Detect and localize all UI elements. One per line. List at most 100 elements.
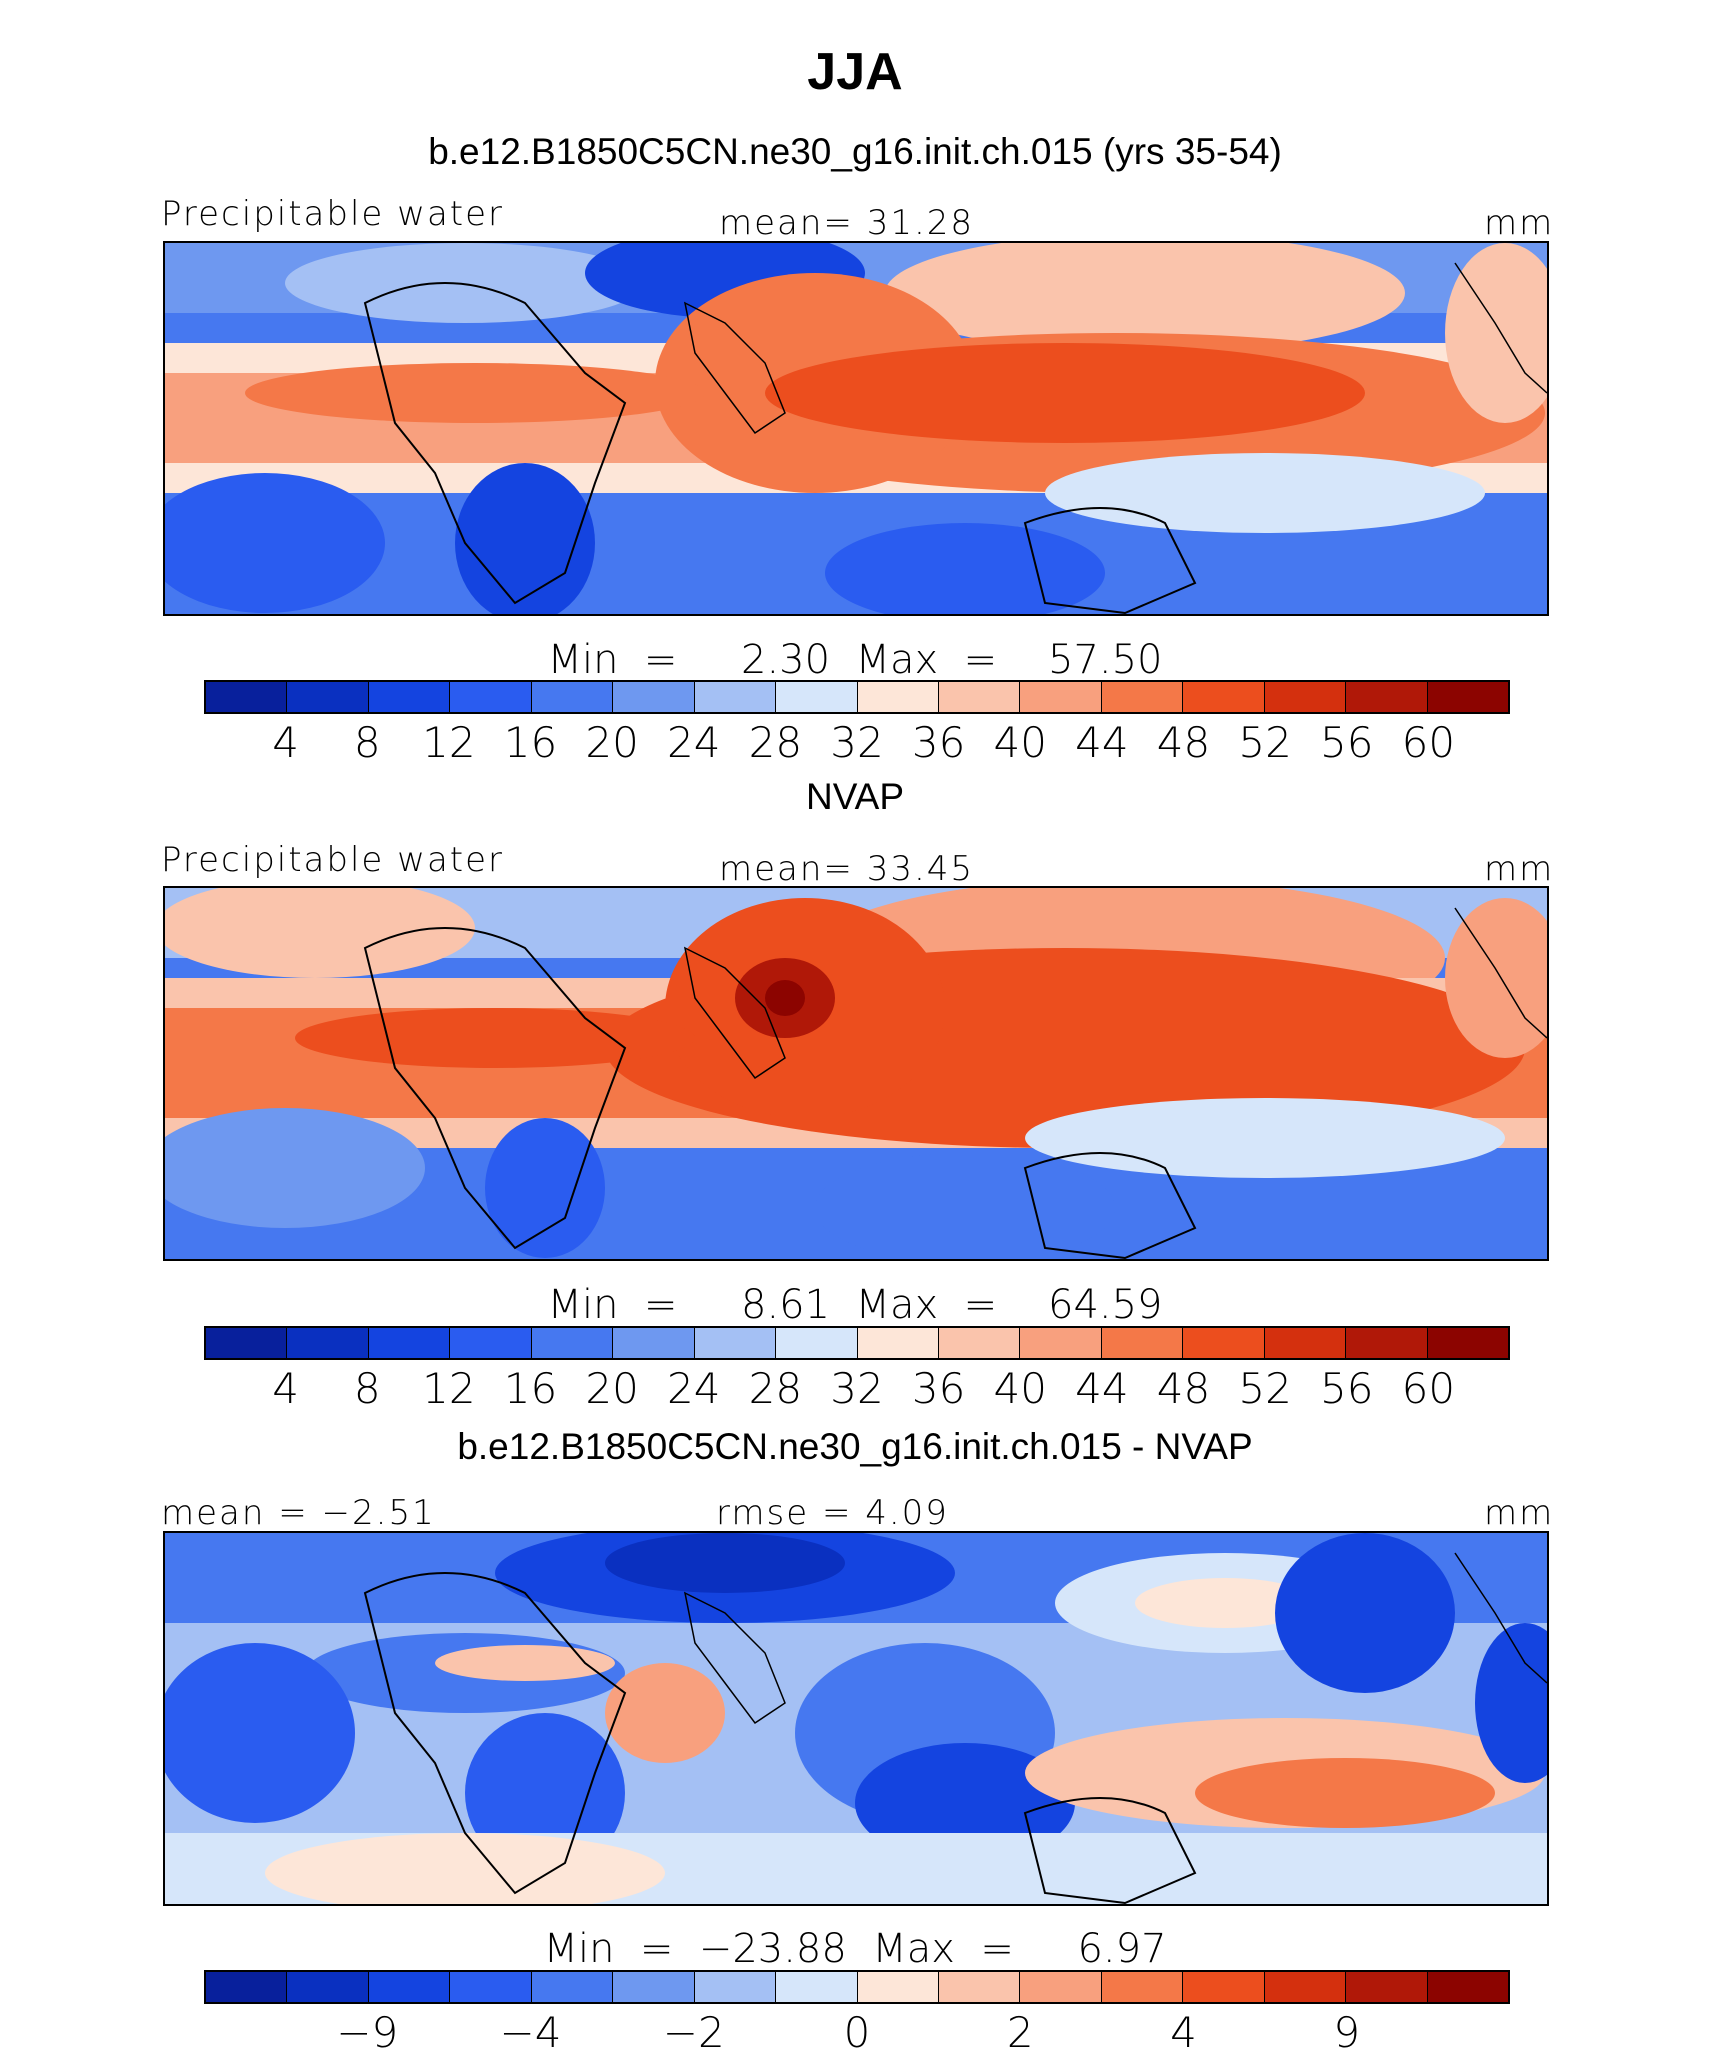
colorbar-box [857, 1972, 939, 2002]
colorbar-box [206, 1328, 288, 1358]
colorbar-tick-label: 56 [1320, 718, 1374, 767]
colorbar-tick-label: 52 [1238, 1364, 1292, 1413]
colorbar-tick-label: −9 [336, 2008, 399, 2057]
colorbar-tick-label: 32 [830, 718, 884, 767]
colorbar-box [1101, 1972, 1184, 2002]
panel-right-label: mm [1484, 1493, 1555, 1533]
colorbar [204, 680, 1510, 714]
colorbar [204, 1970, 1510, 2004]
colorbar-tick-label: 36 [911, 1364, 966, 1413]
colorbar-ticks: 4 8 12 16 20 24 28 32 36 40 44 48 52 56 60 [0, 1364, 1710, 1413]
colorbar-box [1427, 1328, 1508, 1358]
colorbar-box [1101, 682, 1184, 712]
colorbar-tick-label: 40 [993, 1364, 1047, 1413]
colorbar-box [776, 1328, 858, 1358]
colorbar-tick-label: −2 [662, 2008, 725, 2057]
map-precipitable-water-nvap [163, 886, 1549, 1261]
colorbar-box [531, 1972, 614, 2002]
colorbar-tick-label: 16 [503, 1364, 558, 1413]
colorbar-tick-label: 60 [1401, 718, 1456, 767]
min-max-readout: Min = 8.61 Max = 64.59 [547, 1282, 1163, 1328]
colorbar-box [694, 1328, 777, 1358]
colorbar-box [368, 682, 451, 712]
colorbar-box [1020, 1972, 1102, 2002]
panel-subtitle: b.e12.B1850C5CN.ne30_g16.init.ch.015 (yr… [428, 131, 1282, 172]
colorbar-box [1427, 1972, 1508, 2002]
panel-center-label: mean= 31.28 [719, 203, 975, 243]
panel-right-label: mm [1484, 203, 1555, 243]
colorbar-box [206, 1972, 288, 2002]
colorbar-tick-label: 56 [1320, 1364, 1374, 1413]
colorbar-box [1264, 1972, 1347, 2002]
colorbar-box [857, 682, 939, 712]
colorbar [204, 1326, 1510, 1360]
colorbar-tick-label: 20 [585, 1364, 639, 1413]
colorbar-tick-label: 16 [503, 718, 558, 767]
colorbar-tick-label: 8 [353, 718, 381, 767]
colorbar-tick-label: 2 [1006, 2008, 1034, 2057]
panel-center-label: mean= 33.45 [719, 849, 975, 889]
panel-left-label: mean = −2.51 [161, 1493, 436, 1533]
colorbar-box [613, 682, 695, 712]
colorbar-ticks: 4 8 12 16 20 24 28 32 36 40 44 48 52 56 60 [0, 718, 1710, 767]
colorbar-box [1427, 682, 1508, 712]
panel-left-label: Precipitable water [161, 840, 505, 880]
colorbar-tick-label: 4 [1170, 2008, 1197, 2057]
colorbar-ticks: −9 −4 −2 0 2 4 9 [0, 2008, 1710, 2057]
colorbar-box [450, 1328, 532, 1358]
colorbar-box [1020, 682, 1102, 712]
colorbar-tick-label: 28 [748, 718, 803, 767]
colorbar-box [450, 1972, 532, 2002]
colorbar-box [857, 1328, 939, 1358]
colorbar-box [1346, 682, 1428, 712]
colorbar-box [287, 1328, 369, 1358]
colorbar-box [938, 682, 1021, 712]
map-difference [163, 1531, 1549, 1906]
colorbar-tick-label: 9 [1333, 2008, 1361, 2057]
colorbar-tick-label: 24 [667, 1364, 721, 1413]
figure-title: JJA [807, 43, 903, 101]
colorbar-tick-label: 24 [667, 718, 721, 767]
colorbar-box [1020, 1328, 1102, 1358]
panel-left-label: Precipitable water [161, 194, 505, 234]
colorbar-tick-label: 44 [1075, 1364, 1129, 1413]
colorbar-tick-label: 48 [1156, 1364, 1211, 1413]
map-canvas [165, 888, 1547, 1259]
colorbar-tick-label: 4 [272, 718, 299, 767]
panel-subtitle: NVAP [805, 776, 904, 817]
colorbar-tick-label: 12 [422, 718, 476, 767]
colorbar-tick-label: 8 [353, 1364, 381, 1413]
colorbar-box [287, 1972, 369, 2002]
colorbar-tick-label: 36 [911, 718, 966, 767]
map-canvas [165, 1533, 1547, 1904]
map-precipitable-water-model [163, 241, 1549, 616]
colorbar-box [613, 1972, 695, 2002]
colorbar-tick-label: 44 [1075, 718, 1129, 767]
colorbar-box [1183, 1328, 1265, 1358]
colorbar-tick-label: 4 [272, 1364, 299, 1413]
colorbar-tick-label: 28 [748, 1364, 803, 1413]
colorbar-box [531, 682, 614, 712]
panel-center-label: rmse = 4.09 [716, 1493, 949, 1533]
colorbar-box [776, 682, 858, 712]
colorbar-box [1183, 682, 1265, 712]
panel-subtitle: b.e12.B1850C5CN.ne30_g16.init.ch.015 - N… [457, 1426, 1253, 1467]
colorbar-tick-label: −4 [499, 2008, 562, 2057]
colorbar-box [206, 682, 288, 712]
colorbar-box [1346, 1328, 1428, 1358]
colorbar-box [1183, 1972, 1265, 2002]
colorbar-box [776, 1972, 858, 2002]
colorbar-box [694, 1972, 777, 2002]
colorbar-box [368, 1972, 451, 2002]
colorbar-box [1264, 1328, 1347, 1358]
panel-right-label: mm [1484, 849, 1555, 889]
colorbar-tick-label: 20 [585, 718, 639, 767]
map-canvas [165, 243, 1547, 614]
colorbar-box [450, 682, 532, 712]
colorbar-box [613, 1328, 695, 1358]
colorbar-box [938, 1328, 1021, 1358]
colorbar-box [368, 1328, 451, 1358]
colorbar-tick-label: 40 [993, 718, 1047, 767]
colorbar-tick-label: 12 [422, 1364, 476, 1413]
colorbar-box [531, 1328, 614, 1358]
